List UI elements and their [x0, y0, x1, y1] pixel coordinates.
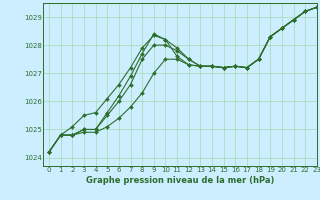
- X-axis label: Graphe pression niveau de la mer (hPa): Graphe pression niveau de la mer (hPa): [86, 176, 274, 185]
